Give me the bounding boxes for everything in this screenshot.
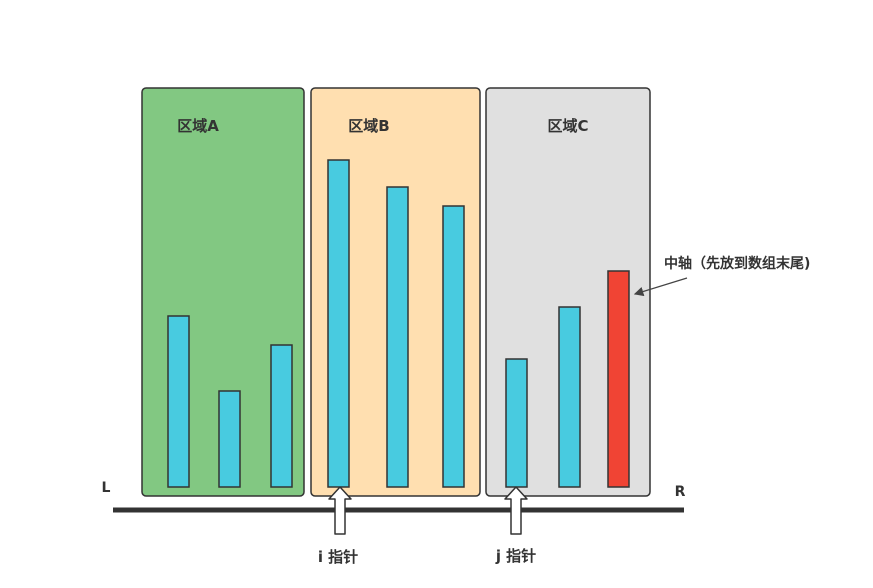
region-b-label: 区域B (348, 117, 389, 135)
j-pointer-label: j 指针 (495, 547, 536, 565)
j-pointer-arrow (504, 486, 528, 535)
array-element-bar (327, 159, 350, 488)
array-element-bar (505, 358, 528, 488)
i-pointer-arrow (328, 486, 352, 535)
array-element-bar (270, 344, 293, 488)
array-element-bar (167, 315, 190, 488)
pivot-annotation-arrow (633, 277, 688, 297)
array-element-bar (558, 306, 581, 488)
pivot-annotation-label: 中轴（先放到数组末尾) (664, 255, 810, 272)
array-element-bar (386, 186, 409, 488)
bars-group (167, 159, 630, 488)
axis-left-label: L (102, 480, 111, 496)
pivot-bar (607, 270, 630, 488)
array-element-bar (218, 390, 241, 488)
i-pointer-label: i 指针 (318, 548, 358, 566)
array-element-bar (442, 205, 465, 488)
axis-right-label: R (675, 484, 686, 500)
region-a-label: 区域A (177, 117, 219, 135)
region-c-label: 区域C (547, 117, 588, 135)
